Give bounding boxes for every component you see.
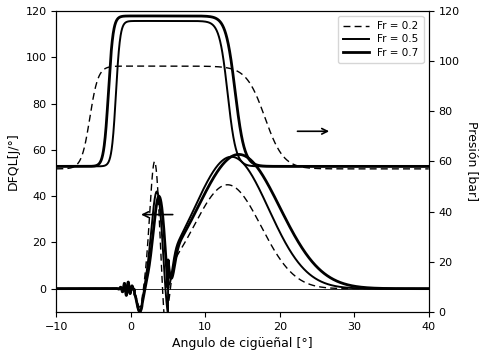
Y-axis label: Presión [bar]: Presión [bar] <box>466 121 479 201</box>
X-axis label: Angulo de cigüeñal [°]: Angulo de cigüeñal [°] <box>172 337 313 350</box>
Legend: Fr = 0.2, Fr = 0.5, Fr = 0.7: Fr = 0.2, Fr = 0.5, Fr = 0.7 <box>337 16 424 63</box>
Y-axis label: DFQL[J/°]: DFQL[J/°] <box>7 132 20 190</box>
